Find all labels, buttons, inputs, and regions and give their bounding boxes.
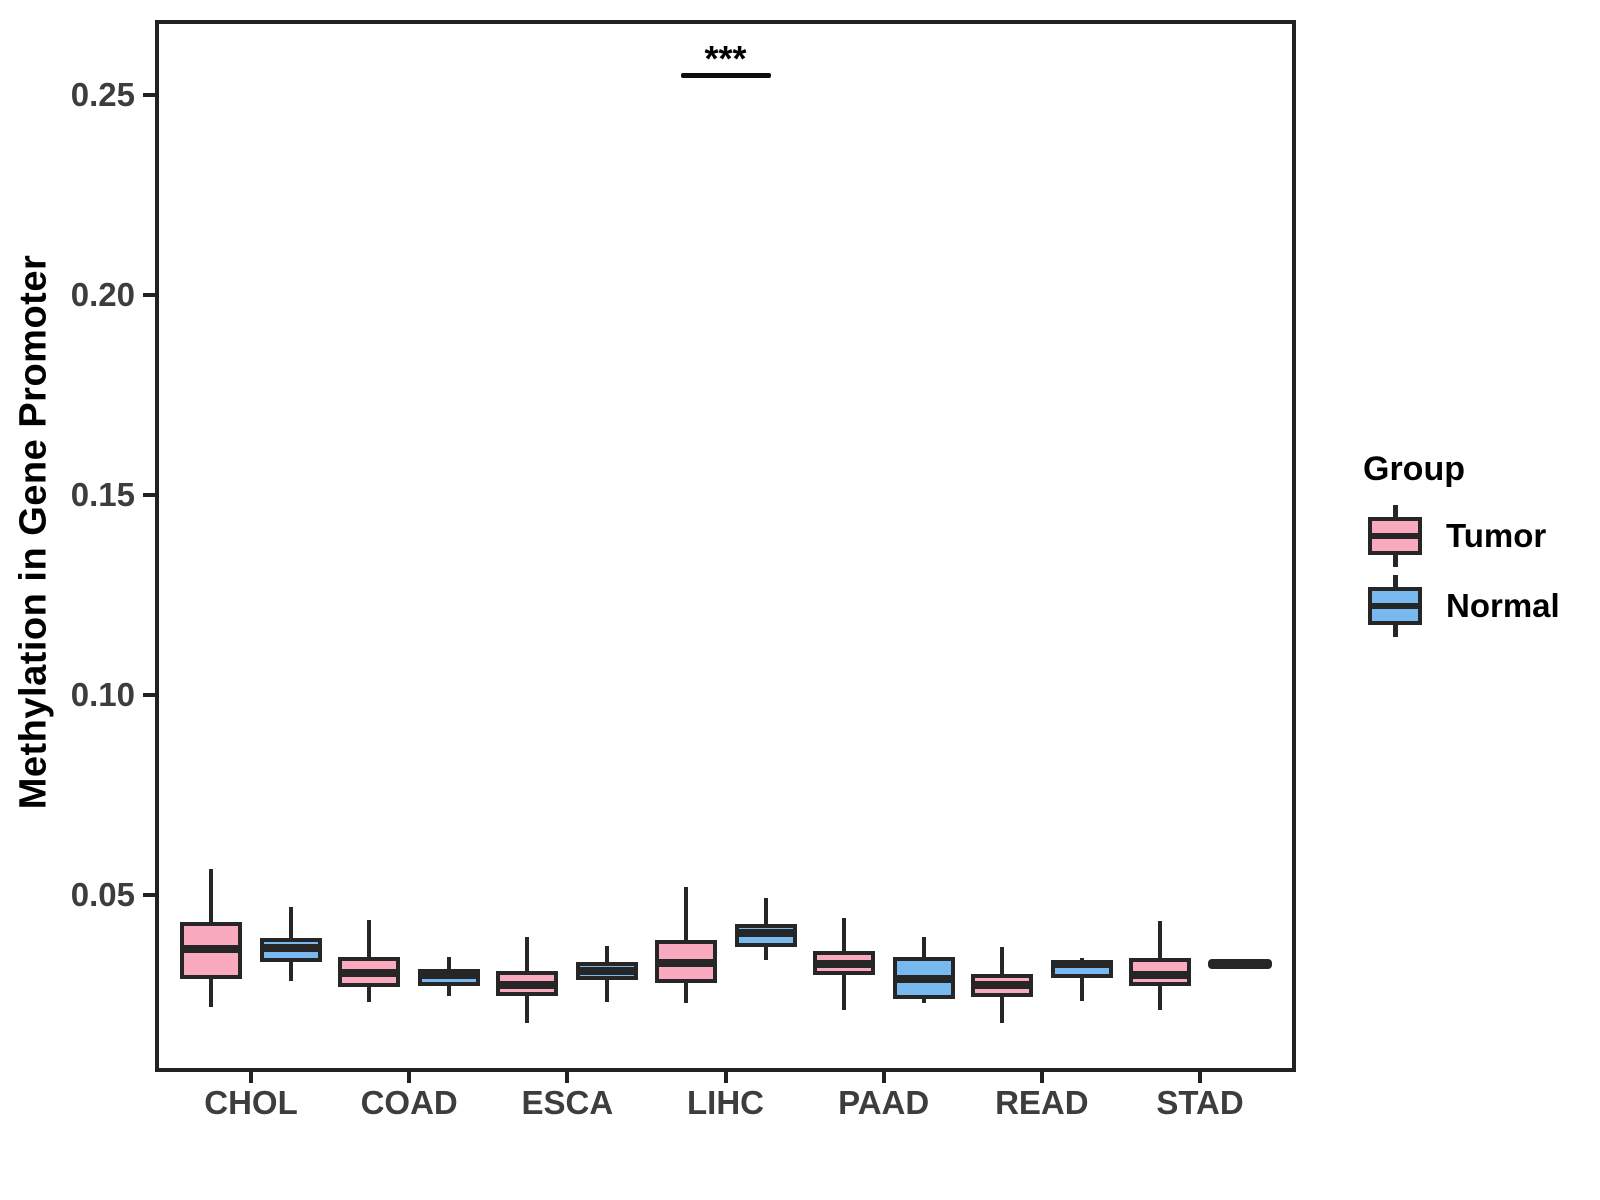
boxplot-stad-tumor-median <box>1129 971 1192 979</box>
x-tick-label: COAD <box>360 1084 458 1121</box>
x-tick-mark <box>249 1071 253 1083</box>
significance-bar <box>680 73 771 78</box>
x-tick-mark <box>1198 1071 1203 1083</box>
boxplot-chol-tumor-median <box>180 945 242 953</box>
x-tick-label: PAAD <box>838 1084 930 1121</box>
boxplot-lihc-tumor-median <box>654 959 717 967</box>
y-tick-mark <box>143 93 157 97</box>
boxplot-lihc-normal-median <box>734 929 797 937</box>
x-tick-mark <box>723 1071 728 1083</box>
x-tick-label: ESCA <box>521 1084 614 1121</box>
legend-label-normal: Normal <box>1446 587 1560 624</box>
x-tick-label: LIHC <box>687 1084 764 1121</box>
x-tick-mark <box>1039 1071 1044 1083</box>
y-tick-mark <box>143 693 157 697</box>
y-tick-label: 0.15 <box>70 476 135 513</box>
y-tick-mark <box>143 893 157 897</box>
boxplot-coad-tumor-median <box>338 969 401 977</box>
y-tick-label: 0.25 <box>70 76 135 113</box>
x-tick-label: READ <box>995 1084 1089 1121</box>
boxplot-chol-normal-median <box>260 943 322 952</box>
boxplot-coad-normal-median <box>418 971 481 979</box>
legend-item-tumor: Tumor <box>1368 505 1546 567</box>
boxplot-paad-tumor-median <box>812 959 875 968</box>
boxplot-stad-normal-median <box>1208 958 1273 969</box>
y-tick-label: 0.20 <box>70 276 135 313</box>
x-tick-label: CHOL <box>204 1084 298 1121</box>
y-tick-mark <box>143 293 157 297</box>
x-tick-mark <box>565 1071 570 1083</box>
tumor-boxplot-key-icon <box>1368 505 1422 567</box>
legend-item-normal: Normal <box>1368 575 1560 637</box>
legend-label-tumor: Tumor <box>1446 517 1547 554</box>
boxplot-read-tumor-median <box>970 981 1033 989</box>
y-tick-label: 0.05 <box>70 876 135 913</box>
key-median <box>1368 533 1422 539</box>
legend-title: Group <box>1363 450 1465 488</box>
y-tick-label: 0.10 <box>70 676 135 713</box>
x-tick-label: STAD <box>1156 1084 1244 1121</box>
boxplot-esca-tumor-median <box>496 981 559 989</box>
x-tick-mark <box>881 1071 886 1083</box>
x-tick-mark <box>407 1071 412 1083</box>
plot-panel <box>155 20 1296 1072</box>
significance-label: *** <box>704 38 747 79</box>
normal-boxplot-key-icon <box>1368 575 1422 637</box>
boxplot-paad-normal-median <box>892 975 955 983</box>
boxplot-esca-normal-median <box>576 967 639 975</box>
boxplot-read-normal-whisker <box>1079 957 1084 1001</box>
key-median <box>1368 603 1422 609</box>
boxplot-read-normal-median <box>1050 959 1113 968</box>
y-tick-mark <box>143 493 157 497</box>
